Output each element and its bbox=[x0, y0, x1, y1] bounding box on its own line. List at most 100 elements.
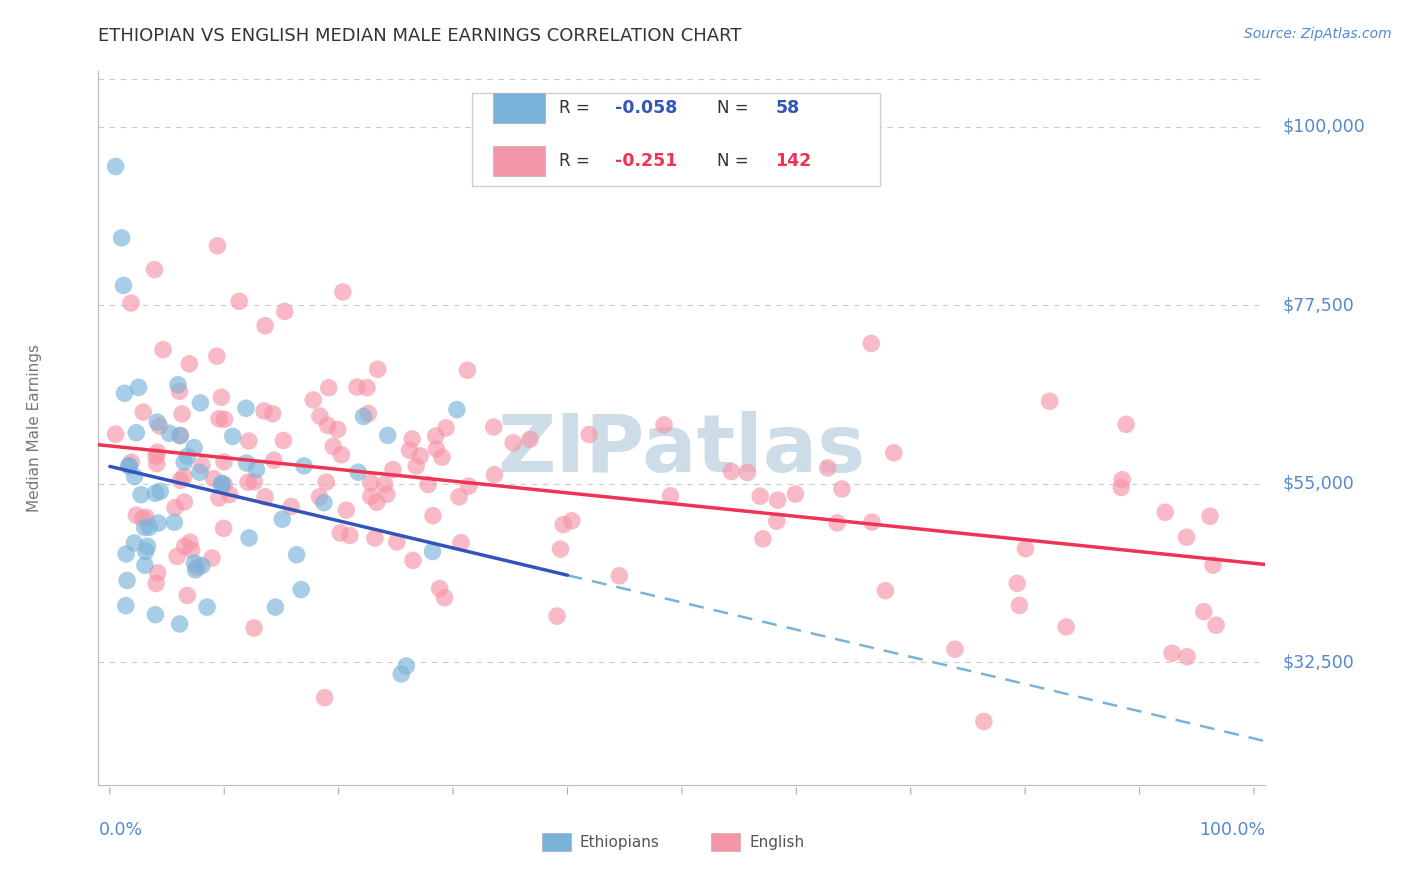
Point bbox=[339, 528, 361, 542]
Point bbox=[360, 490, 382, 504]
Point bbox=[149, 484, 172, 499]
Point bbox=[720, 465, 742, 479]
Point bbox=[169, 428, 191, 442]
Point bbox=[752, 532, 775, 546]
Point bbox=[132, 405, 155, 419]
Point bbox=[273, 434, 295, 448]
Point bbox=[208, 411, 231, 425]
Point bbox=[374, 477, 396, 491]
Point bbox=[1109, 480, 1132, 494]
Point bbox=[314, 690, 336, 705]
Point bbox=[145, 607, 167, 622]
Point bbox=[169, 428, 191, 442]
Point bbox=[457, 479, 479, 493]
Point bbox=[429, 582, 451, 596]
Point bbox=[765, 514, 787, 528]
Point bbox=[405, 458, 427, 473]
Point bbox=[347, 465, 370, 479]
Point bbox=[883, 446, 905, 460]
Point bbox=[1175, 649, 1198, 664]
Point bbox=[482, 420, 505, 434]
Point bbox=[449, 490, 471, 504]
Point bbox=[395, 659, 418, 673]
Point bbox=[163, 500, 186, 515]
Point bbox=[1202, 558, 1225, 573]
Point bbox=[326, 423, 349, 437]
Point bbox=[561, 514, 583, 528]
Point bbox=[236, 475, 259, 490]
Point bbox=[128, 380, 150, 394]
Point bbox=[145, 576, 167, 591]
Point bbox=[1115, 417, 1137, 432]
Point bbox=[316, 418, 339, 433]
Point bbox=[385, 535, 408, 549]
Point bbox=[578, 427, 600, 442]
Point bbox=[146, 445, 169, 459]
Point bbox=[111, 231, 134, 245]
Point bbox=[377, 428, 399, 442]
Point bbox=[271, 512, 294, 526]
Point bbox=[357, 407, 380, 421]
Point bbox=[188, 466, 211, 480]
Point bbox=[118, 458, 141, 473]
Point bbox=[430, 450, 453, 465]
Point bbox=[353, 409, 375, 424]
Point bbox=[169, 384, 191, 399]
Point bbox=[262, 407, 284, 421]
Text: $77,500: $77,500 bbox=[1282, 296, 1354, 314]
Text: $100,000: $100,000 bbox=[1282, 118, 1365, 136]
Point bbox=[302, 392, 325, 407]
Point bbox=[402, 553, 425, 567]
Point bbox=[125, 425, 148, 440]
Point bbox=[235, 456, 257, 470]
Point bbox=[1154, 505, 1177, 519]
Point bbox=[221, 429, 243, 443]
Point bbox=[553, 517, 575, 532]
Text: Median Male Earnings: Median Male Earnings bbox=[27, 344, 42, 512]
Point bbox=[381, 462, 404, 476]
Point bbox=[401, 432, 423, 446]
Point bbox=[1005, 576, 1028, 591]
Point bbox=[364, 531, 387, 545]
Text: 142: 142 bbox=[775, 153, 811, 170]
Point bbox=[264, 600, 287, 615]
Point bbox=[652, 417, 675, 432]
Text: Ethiopians: Ethiopians bbox=[579, 835, 659, 849]
Point bbox=[235, 401, 257, 416]
Text: -0.058: -0.058 bbox=[616, 100, 678, 118]
Bar bbox=[494, 94, 546, 123]
Point bbox=[183, 441, 205, 455]
Point bbox=[138, 520, 160, 534]
Point bbox=[253, 404, 276, 418]
Point bbox=[114, 599, 136, 613]
Point bbox=[115, 574, 138, 588]
Point bbox=[860, 336, 883, 351]
Point bbox=[322, 439, 344, 453]
Point bbox=[434, 421, 457, 435]
Point bbox=[346, 380, 368, 394]
Point bbox=[191, 558, 214, 573]
Point bbox=[254, 490, 277, 504]
Point bbox=[173, 495, 195, 509]
Point bbox=[943, 642, 966, 657]
Point bbox=[737, 466, 759, 480]
Point bbox=[456, 363, 478, 377]
Point bbox=[356, 381, 378, 395]
Point bbox=[831, 482, 853, 496]
Point bbox=[173, 539, 195, 553]
Point bbox=[238, 434, 260, 448]
Point bbox=[146, 566, 169, 580]
Point bbox=[1161, 646, 1184, 660]
Point bbox=[1199, 509, 1222, 524]
Point bbox=[114, 386, 136, 401]
Point bbox=[315, 475, 337, 489]
Point bbox=[169, 473, 191, 487]
Point bbox=[132, 511, 155, 525]
Point bbox=[825, 516, 848, 530]
Point bbox=[104, 427, 127, 442]
Point bbox=[191, 458, 214, 473]
Point bbox=[309, 409, 332, 424]
Bar bbox=[541, 833, 571, 851]
Text: R =: R = bbox=[560, 100, 595, 118]
Point bbox=[312, 496, 335, 510]
